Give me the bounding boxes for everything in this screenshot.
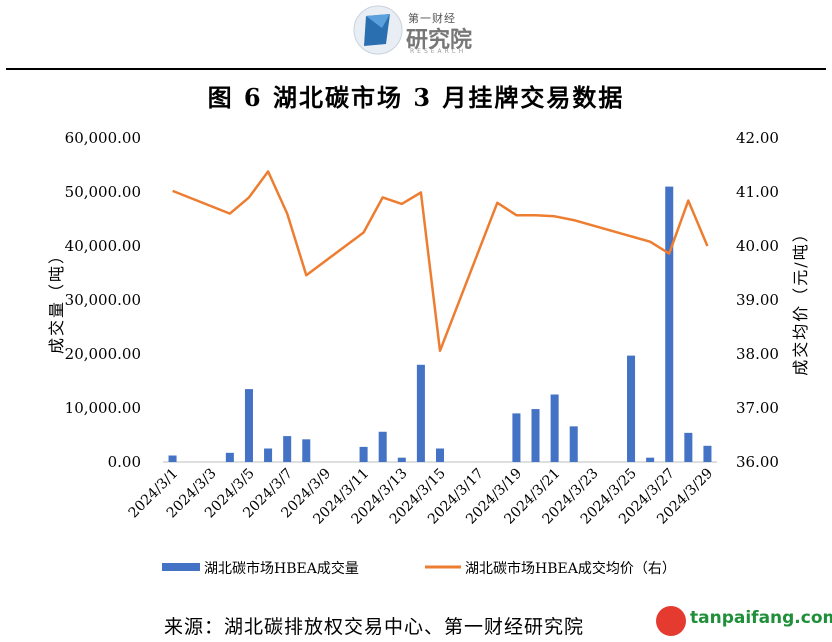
y-tick-label: 50,000.00 bbox=[65, 183, 141, 201]
logo-emblem-icon bbox=[353, 5, 403, 55]
x-tick-label: 2024/3/3 bbox=[164, 466, 220, 522]
volume-bar bbox=[244, 389, 253, 462]
x-tick-label: 2024/3/29 bbox=[654, 466, 716, 528]
volume-bar bbox=[283, 436, 292, 462]
volume-bar bbox=[416, 364, 425, 462]
volume-bar bbox=[665, 186, 674, 462]
x-tick-label: 2024/3/21 bbox=[501, 466, 563, 528]
volume-bar bbox=[435, 448, 445, 462]
volume-bar bbox=[264, 448, 273, 462]
volume-bar bbox=[703, 445, 712, 462]
figure-title: 图 6 湖北碳市场 3 月挂牌交易数据 bbox=[207, 83, 625, 112]
y2-tick-label: 40.00 bbox=[736, 237, 779, 255]
research-logo: 第一财经 研究院 RESEARCH bbox=[352, 4, 482, 56]
logo-top-text: 第一财经 bbox=[408, 12, 456, 25]
x-tick-label: 2024/3/23 bbox=[540, 466, 602, 528]
y-tick-label: 10,000.00 bbox=[65, 399, 141, 417]
y2-tick-label: 36.00 bbox=[736, 453, 779, 471]
y2-tick-label: 42.00 bbox=[736, 129, 779, 147]
logo-main-text: 研究院 bbox=[406, 28, 473, 53]
y2-axis-title: 成交均价（元/吨） bbox=[791, 224, 810, 375]
x-tick-label: 2024/3/5 bbox=[202, 466, 258, 522]
volume-bar bbox=[531, 409, 540, 462]
price-line bbox=[172, 170, 709, 353]
volume-bar bbox=[512, 413, 521, 462]
x-tick-label: 2024/3/9 bbox=[278, 466, 334, 522]
y-tick-label: 40,000.00 bbox=[65, 237, 141, 255]
legend-price-label: 湖北碳市场HBEA成交均价（右） bbox=[465, 560, 676, 577]
y2-tick-label: 41.00 bbox=[736, 183, 779, 201]
y2-tick-label: 39.00 bbox=[736, 291, 779, 309]
volume-bar bbox=[646, 457, 655, 462]
volume-bar bbox=[378, 431, 387, 462]
x-tick-label: 2024/3/17 bbox=[425, 466, 487, 528]
volume-bar bbox=[302, 439, 311, 462]
y-tick-label: 0.00 bbox=[108, 453, 141, 471]
y-tick-label: 60,000.00 bbox=[65, 129, 141, 147]
x-tick-label: 2024/3/27 bbox=[616, 466, 678, 528]
logo-sub-text: RESEARCH bbox=[410, 48, 467, 55]
y2-tick-label: 37.00 bbox=[736, 399, 779, 417]
volume-bar bbox=[569, 426, 578, 462]
x-tick-label: 2024/3/1 bbox=[126, 466, 182, 522]
watermark-text: tanpaifang.com bbox=[690, 608, 832, 628]
volume-bar bbox=[684, 432, 693, 462]
volume-bar bbox=[225, 452, 234, 462]
x-tick-label: 2024/3/11 bbox=[310, 466, 372, 528]
volume-bar bbox=[550, 394, 559, 462]
volume-bar bbox=[397, 457, 406, 462]
x-tick-label: 2024/3/13 bbox=[349, 466, 411, 528]
volume-bar bbox=[627, 355, 636, 462]
y-tick-label: 20,000.00 bbox=[65, 345, 141, 363]
legend-volume-label: 湖北碳市场HBEA成交量 bbox=[204, 560, 359, 577]
watermark-globe-icon bbox=[656, 606, 686, 636]
source-note: 来源：湖北碳排放权交易中心、第一财经研究院 bbox=[164, 616, 585, 638]
legend-volume-swatch bbox=[162, 563, 200, 571]
x-tick-label: 2024/3/25 bbox=[578, 466, 640, 528]
y-axis-title: 成交量（吨） bbox=[47, 246, 66, 354]
watermark: tanpaifang.com bbox=[656, 604, 832, 638]
y2-tick-label: 38.00 bbox=[736, 345, 779, 363]
volume-bar bbox=[168, 455, 177, 462]
x-tick-label: 2024/3/19 bbox=[463, 466, 525, 528]
header-divider bbox=[6, 68, 826, 70]
x-tick-label: 2024/3/7 bbox=[240, 466, 296, 522]
volume-bar bbox=[359, 446, 368, 462]
x-tick-label: 2024/3/15 bbox=[387, 466, 449, 528]
y-tick-label: 30,000.00 bbox=[65, 291, 141, 309]
